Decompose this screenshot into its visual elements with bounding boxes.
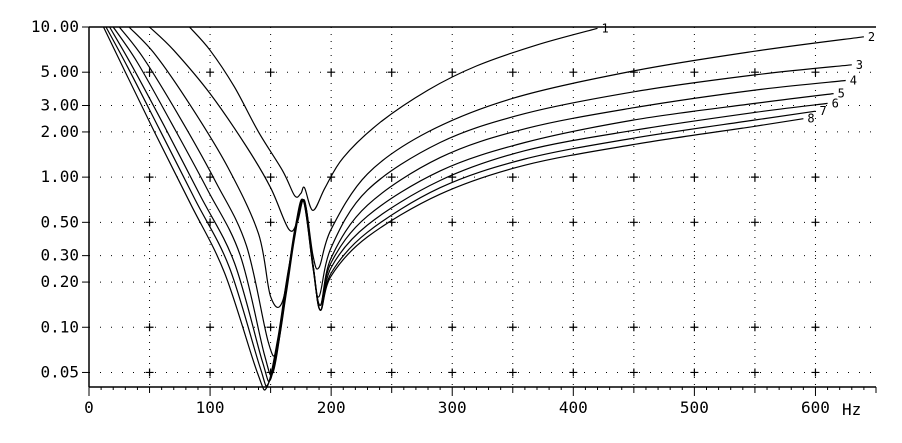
grid-cross-mark: [387, 368, 396, 377]
x-tick-label: 200: [317, 398, 346, 417]
grid-cross-mark: [387, 323, 396, 332]
series-label-8: 8: [807, 112, 814, 126]
y-tick-label: 5.00: [40, 62, 79, 81]
axes: [82, 26, 877, 396]
grid-cross-mark: [569, 323, 578, 332]
grid-cross-mark: [811, 323, 820, 332]
grid-cross-mark: [750, 368, 759, 377]
grid-cross-mark: [327, 218, 336, 227]
grid-cross-mark: [569, 173, 578, 182]
series-label-7: 7: [819, 104, 826, 118]
grid-cross-mark: [811, 68, 820, 77]
series-line-3: [128, 26, 852, 308]
grid-cross-mark: [508, 368, 517, 377]
series-line-2: [149, 26, 864, 270]
grid-cross-mark: [508, 68, 517, 77]
grid-cross-mark: [690, 323, 699, 332]
grid-cross-mark: [448, 323, 457, 332]
tick-labels: 0 100 200 300 400 500 600 10.00 5.00 3.00 2.00 1.00…: [31, 17, 830, 417]
grid-cross-mark: [750, 323, 759, 332]
grid-cross-mark: [750, 173, 759, 182]
x-tick-label: 300: [438, 398, 467, 417]
series-line-8: [102, 26, 804, 391]
grid-cross-mark: [508, 218, 517, 227]
grid-cross-mark: [387, 173, 396, 182]
y-tick-label: 0.20: [40, 272, 79, 291]
x-tick-label: 500: [680, 398, 709, 417]
series-label-2: 2: [868, 30, 875, 44]
grid-cross-mark: [448, 218, 457, 227]
grid-cross-mark: [508, 173, 517, 182]
grid-cross-mark: [448, 68, 457, 77]
x-tick-label: 600: [801, 398, 830, 417]
grid-cross-mark: [629, 173, 638, 182]
x-unit-label: Hz: [842, 400, 861, 419]
grid-cross-mark: [811, 218, 820, 227]
grid-cross-mark: [569, 68, 578, 77]
grid-cross-mark: [629, 68, 638, 77]
grid-cross-mark: [266, 68, 275, 77]
grid-cross-mark: [327, 368, 336, 377]
grid-cross-mark: [327, 323, 336, 332]
series-label-1: 1: [602, 21, 609, 35]
grid-cross-mark: [690, 68, 699, 77]
grid-cross-mark: [266, 323, 275, 332]
x-tick-label: 100: [196, 398, 225, 417]
grid-cross-mark: [811, 173, 820, 182]
series-label-6: 6: [832, 96, 839, 110]
series-line-1: [189, 26, 598, 212]
x-tick-label: 400: [559, 398, 588, 417]
grid-cross-mark: [206, 323, 215, 332]
grid-cross-mark: [569, 368, 578, 377]
series-label-5: 5: [838, 87, 845, 101]
grid-cross-mark: [811, 368, 820, 377]
grid-cross-mark: [448, 368, 457, 377]
grid-cross-mark: [266, 218, 275, 227]
series-line-5: [112, 26, 834, 376]
y-tick-label: 0.05: [40, 362, 79, 381]
x-tick-label: 0: [84, 398, 94, 417]
grid-cross-mark: [569, 218, 578, 227]
y-tick-label: 1.00: [40, 167, 79, 186]
y-tick-label: 0.10: [40, 317, 79, 336]
grid-cross-mark: [145, 323, 154, 332]
grid: [89, 27, 876, 387]
grid-cross-mark: [206, 68, 215, 77]
series-label-3: 3: [856, 58, 863, 72]
grid-cross-mark: [145, 368, 154, 377]
series-label-4: 4: [850, 74, 857, 88]
y-tick-label: 3.00: [40, 95, 79, 114]
y-tick-label: 10.00: [31, 17, 79, 36]
grid-cross-mark: [629, 368, 638, 377]
y-tick-label: 0.50: [40, 212, 79, 231]
grid-cross-mark: [690, 368, 699, 377]
grid-cross-mark: [508, 323, 517, 332]
grid-cross-mark: [750, 218, 759, 227]
grid-cross-mark: [145, 218, 154, 227]
grid-cross-mark: [387, 68, 396, 77]
grid-cross-mark: [206, 368, 215, 377]
grid-cross-mark: [629, 218, 638, 227]
grid-cross-mark: [690, 173, 699, 182]
series-line-6: [109, 26, 828, 383]
grid-cross-mark: [690, 218, 699, 227]
grid-cross-mark: [629, 323, 638, 332]
grid-cross-mark: [266, 173, 275, 182]
grid-cross-mark: [145, 173, 154, 182]
grid-cross-mark: [327, 68, 336, 77]
y-tick-label: 2.00: [40, 122, 79, 141]
y-tick-label: 0.30: [40, 246, 79, 265]
